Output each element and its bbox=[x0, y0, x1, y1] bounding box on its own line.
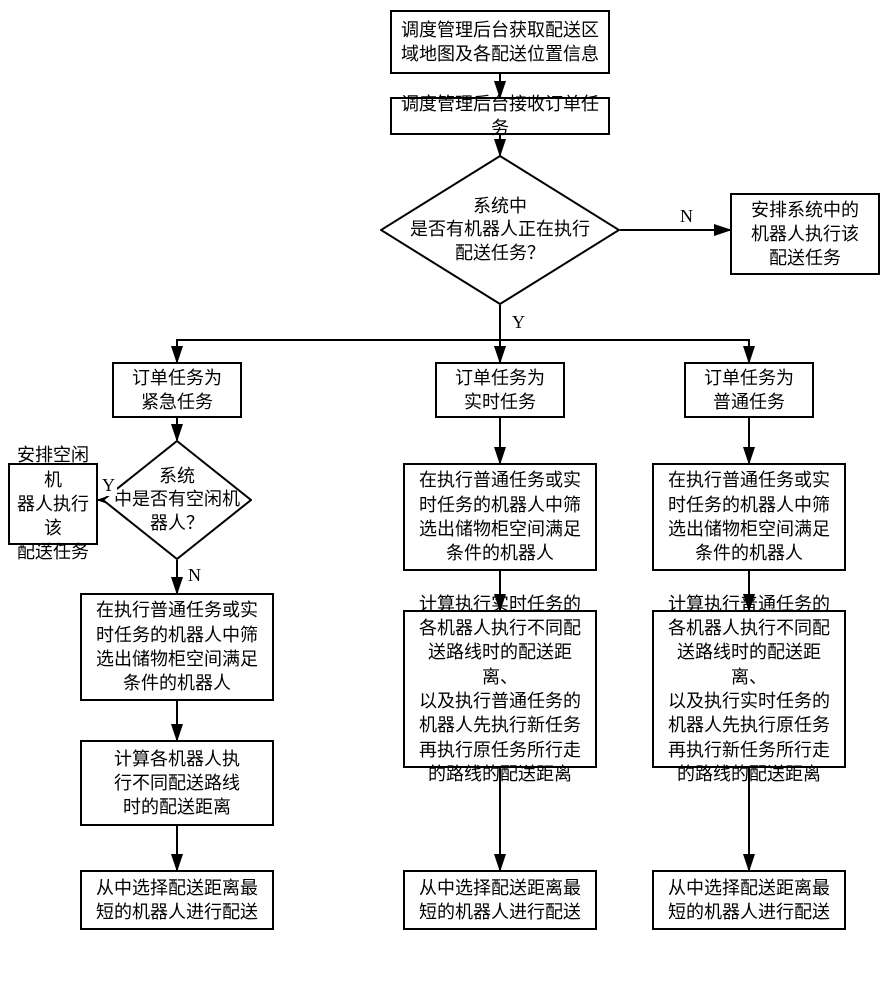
edge-label: N bbox=[678, 206, 695, 227]
decision-label-d1: 系统中 是否有机器人正在执行 配送任务？ bbox=[380, 195, 620, 265]
node-n11: 在执行普通任务或实 时任务的机器人中筛 选出储物柜空间满足 条件的机器人 bbox=[403, 463, 597, 571]
node-n5: 订单任务为 实时任务 bbox=[435, 362, 565, 418]
edge-label: N bbox=[186, 565, 203, 586]
node-n12: 计算执行实时任务的 各机器人执行不同配 送路线时的配送距离、 以及执行普通任务的… bbox=[403, 610, 597, 768]
node-n9: 计算各机器人执 行不同配送路线 时的配送距离 bbox=[80, 740, 274, 826]
decision-d2: 系统 中是否有空闲机 器人？ bbox=[102, 440, 252, 560]
edge-label: Y bbox=[510, 312, 527, 333]
node-n10: 从中选择配送距离最 短的机器人进行配送 bbox=[80, 870, 274, 930]
flow-arrow bbox=[500, 340, 749, 362]
node-n15: 计算执行普通任务的 各机器人执行不同配 送路线时的配送距离、 以及执行实时任务的… bbox=[652, 610, 846, 768]
node-n3: 安排系统中的 机器人执行该 配送任务 bbox=[730, 193, 880, 275]
flow-arrow bbox=[177, 305, 500, 362]
node-n13: 从中选择配送距离最 短的机器人进行配送 bbox=[403, 870, 597, 930]
flowchart-canvas: 调度管理后台获取配送区 域地图及各配送位置信息调度管理后台接收订单任务系统中 是… bbox=[0, 0, 888, 1000]
decision-d1: 系统中 是否有机器人正在执行 配送任务？ bbox=[380, 155, 620, 305]
node-n1: 调度管理后台获取配送区 域地图及各配送位置信息 bbox=[390, 10, 610, 74]
node-n8: 在执行普通任务或实 时任务的机器人中筛 选出储物柜空间满足 条件的机器人 bbox=[80, 593, 274, 701]
node-n16: 从中选择配送距离最 短的机器人进行配送 bbox=[652, 870, 846, 930]
edge-label: Y bbox=[100, 475, 117, 496]
node-n6: 订单任务为 普通任务 bbox=[684, 362, 814, 418]
node-n14: 在执行普通任务或实 时任务的机器人中筛 选出储物柜空间满足 条件的机器人 bbox=[652, 463, 846, 571]
node-n2: 调度管理后台接收订单任务 bbox=[390, 97, 610, 135]
node-n7: 安排空闲机 器人执行该 配送任务 bbox=[8, 463, 98, 545]
node-n4: 订单任务为 紧急任务 bbox=[112, 362, 242, 418]
decision-label-d2: 系统 中是否有空闲机 器人？ bbox=[102, 465, 252, 535]
